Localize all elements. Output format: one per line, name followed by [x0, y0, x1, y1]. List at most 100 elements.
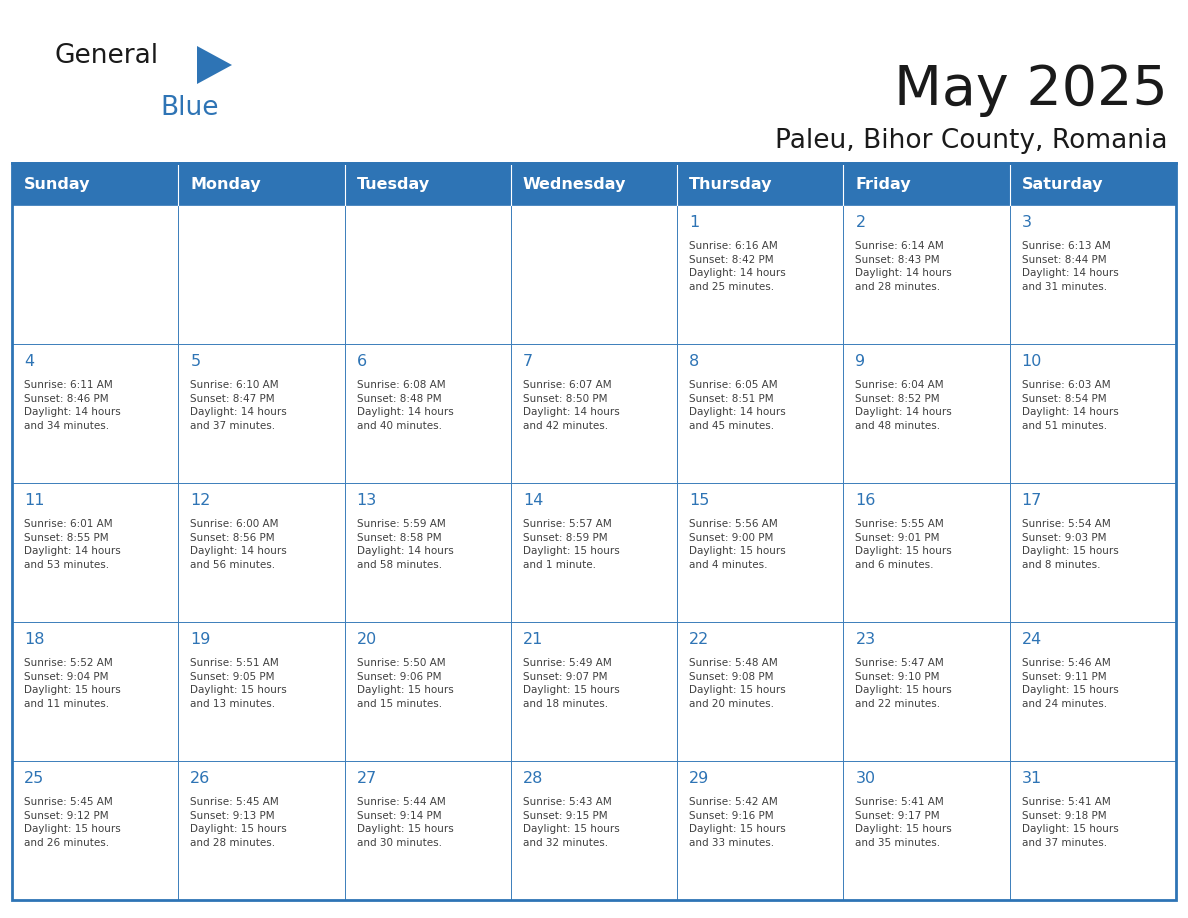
Text: 26: 26 [190, 771, 210, 786]
Text: Sunrise: 6:13 AM
Sunset: 8:44 PM
Daylight: 14 hours
and 31 minutes.: Sunrise: 6:13 AM Sunset: 8:44 PM Dayligh… [1022, 241, 1118, 292]
Text: 28: 28 [523, 771, 543, 786]
Bar [12, 205, 178, 344]
Text: Sunrise: 5:45 AM
Sunset: 9:13 PM
Daylight: 15 hours
and 28 minutes.: Sunrise: 5:45 AM Sunset: 9:13 PM Dayligh… [190, 797, 287, 848]
Text: Sunrise: 5:41 AM
Sunset: 9:17 PM
Daylight: 15 hours
and 35 minutes.: Sunrise: 5:41 AM Sunset: 9:17 PM Dayligh… [855, 797, 952, 848]
Text: Sunrise: 5:47 AM
Sunset: 9:10 PM
Daylight: 15 hours
and 22 minutes.: Sunrise: 5:47 AM Sunset: 9:10 PM Dayligh… [855, 658, 952, 709]
Text: Sunrise: 5:42 AM
Sunset: 9:16 PM
Daylight: 15 hours
and 33 minutes.: Sunrise: 5:42 AM Sunset: 9:16 PM Dayligh… [689, 797, 786, 848]
Bar [178, 483, 345, 622]
Text: 29: 29 [689, 771, 709, 786]
Bar [12, 344, 178, 483]
Bar [1010, 622, 1176, 761]
Text: Wednesday: Wednesday [523, 176, 626, 192]
Text: 27: 27 [356, 771, 377, 786]
Text: Sunrise: 5:44 AM
Sunset: 9:14 PM
Daylight: 15 hours
and 30 minutes.: Sunrise: 5:44 AM Sunset: 9:14 PM Dayligh… [356, 797, 454, 848]
Text: 18: 18 [24, 632, 44, 647]
Text: 10: 10 [1022, 354, 1042, 369]
Text: Sunrise: 6:04 AM
Sunset: 8:52 PM
Daylight: 14 hours
and 48 minutes.: Sunrise: 6:04 AM Sunset: 8:52 PM Dayligh… [855, 380, 952, 431]
Bar [511, 483, 677, 622]
Text: Friday: Friday [855, 176, 911, 192]
Text: 30: 30 [855, 771, 876, 786]
Text: 1: 1 [689, 215, 700, 230]
Text: 19: 19 [190, 632, 210, 647]
Text: Sunrise: 6:07 AM
Sunset: 8:50 PM
Daylight: 14 hours
and 42 minutes.: Sunrise: 6:07 AM Sunset: 8:50 PM Dayligh… [523, 380, 620, 431]
Bar [12, 622, 178, 761]
Text: Sunrise: 5:41 AM
Sunset: 9:18 PM
Daylight: 15 hours
and 37 minutes.: Sunrise: 5:41 AM Sunset: 9:18 PM Dayligh… [1022, 797, 1118, 848]
Text: Sunrise: 5:51 AM
Sunset: 9:05 PM
Daylight: 15 hours
and 13 minutes.: Sunrise: 5:51 AM Sunset: 9:05 PM Dayligh… [190, 658, 287, 709]
Bar [677, 344, 843, 483]
Text: Blue: Blue [160, 95, 219, 121]
Text: 22: 22 [689, 632, 709, 647]
Text: Sunrise: 5:43 AM
Sunset: 9:15 PM
Daylight: 15 hours
and 32 minutes.: Sunrise: 5:43 AM Sunset: 9:15 PM Dayligh… [523, 797, 620, 848]
Text: 8: 8 [689, 354, 700, 369]
Text: 25: 25 [24, 771, 44, 786]
Text: Sunrise: 6:10 AM
Sunset: 8:47 PM
Daylight: 14 hours
and 37 minutes.: Sunrise: 6:10 AM Sunset: 8:47 PM Dayligh… [190, 380, 287, 431]
Text: Sunrise: 5:57 AM
Sunset: 8:59 PM
Daylight: 15 hours
and 1 minute.: Sunrise: 5:57 AM Sunset: 8:59 PM Dayligh… [523, 519, 620, 570]
Text: 21: 21 [523, 632, 543, 647]
Bar [178, 205, 345, 344]
Bar [511, 205, 677, 344]
Text: Sunrise: 5:52 AM
Sunset: 9:04 PM
Daylight: 15 hours
and 11 minutes.: Sunrise: 5:52 AM Sunset: 9:04 PM Dayligh… [24, 658, 121, 709]
Text: Thursday: Thursday [689, 176, 772, 192]
Text: 2: 2 [855, 215, 866, 230]
Bar [677, 205, 843, 344]
Bar [12, 163, 1176, 900]
Bar [843, 483, 1010, 622]
Text: Sunrise: 5:54 AM
Sunset: 9:03 PM
Daylight: 15 hours
and 8 minutes.: Sunrise: 5:54 AM Sunset: 9:03 PM Dayligh… [1022, 519, 1118, 570]
Text: Paleu, Bihor County, Romania: Paleu, Bihor County, Romania [776, 128, 1168, 154]
Text: Sunrise: 6:03 AM
Sunset: 8:54 PM
Daylight: 14 hours
and 51 minutes.: Sunrise: 6:03 AM Sunset: 8:54 PM Dayligh… [1022, 380, 1118, 431]
Text: Sunday: Sunday [24, 176, 90, 192]
Text: 16: 16 [855, 493, 876, 508]
Bar [178, 761, 345, 900]
Text: 6: 6 [356, 354, 367, 369]
Text: Sunrise: 6:05 AM
Sunset: 8:51 PM
Daylight: 14 hours
and 45 minutes.: Sunrise: 6:05 AM Sunset: 8:51 PM Dayligh… [689, 380, 786, 431]
Bar [345, 344, 511, 483]
Bar [511, 761, 677, 900]
Polygon shape [197, 46, 232, 84]
Text: 11: 11 [24, 493, 44, 508]
Text: 17: 17 [1022, 493, 1042, 508]
Bar [345, 761, 511, 900]
Bar [12, 163, 1176, 205]
Text: Sunrise: 5:55 AM
Sunset: 9:01 PM
Daylight: 15 hours
and 6 minutes.: Sunrise: 5:55 AM Sunset: 9:01 PM Dayligh… [855, 519, 952, 570]
Text: 7: 7 [523, 354, 533, 369]
Bar [1010, 205, 1176, 344]
Text: 20: 20 [356, 632, 377, 647]
Bar [345, 483, 511, 622]
Bar [677, 622, 843, 761]
Bar [178, 344, 345, 483]
Text: 14: 14 [523, 493, 543, 508]
Text: Sunrise: 5:45 AM
Sunset: 9:12 PM
Daylight: 15 hours
and 26 minutes.: Sunrise: 5:45 AM Sunset: 9:12 PM Dayligh… [24, 797, 121, 848]
Text: Sunrise: 6:14 AM
Sunset: 8:43 PM
Daylight: 14 hours
and 28 minutes.: Sunrise: 6:14 AM Sunset: 8:43 PM Dayligh… [855, 241, 952, 292]
Bar [1010, 761, 1176, 900]
Bar [511, 344, 677, 483]
Text: Sunrise: 6:11 AM
Sunset: 8:46 PM
Daylight: 14 hours
and 34 minutes.: Sunrise: 6:11 AM Sunset: 8:46 PM Dayligh… [24, 380, 121, 431]
Text: 24: 24 [1022, 632, 1042, 647]
Text: General: General [55, 43, 159, 69]
Text: 15: 15 [689, 493, 709, 508]
Bar [12, 761, 178, 900]
Text: May 2025: May 2025 [895, 63, 1168, 117]
Text: 4: 4 [24, 354, 34, 369]
Text: 12: 12 [190, 493, 210, 508]
Text: Sunrise: 6:16 AM
Sunset: 8:42 PM
Daylight: 14 hours
and 25 minutes.: Sunrise: 6:16 AM Sunset: 8:42 PM Dayligh… [689, 241, 786, 292]
Bar [843, 205, 1010, 344]
Bar [843, 761, 1010, 900]
Text: 23: 23 [855, 632, 876, 647]
Text: Sunrise: 6:00 AM
Sunset: 8:56 PM
Daylight: 14 hours
and 56 minutes.: Sunrise: 6:00 AM Sunset: 8:56 PM Dayligh… [190, 519, 287, 570]
Bar [843, 344, 1010, 483]
Bar [511, 622, 677, 761]
Text: Sunrise: 6:01 AM
Sunset: 8:55 PM
Daylight: 14 hours
and 53 minutes.: Sunrise: 6:01 AM Sunset: 8:55 PM Dayligh… [24, 519, 121, 570]
Text: Tuesday: Tuesday [356, 176, 430, 192]
Text: 3: 3 [1022, 215, 1031, 230]
Bar [178, 622, 345, 761]
Text: Sunrise: 5:48 AM
Sunset: 9:08 PM
Daylight: 15 hours
and 20 minutes.: Sunrise: 5:48 AM Sunset: 9:08 PM Dayligh… [689, 658, 786, 709]
Bar [345, 622, 511, 761]
Text: Sunrise: 6:08 AM
Sunset: 8:48 PM
Daylight: 14 hours
and 40 minutes.: Sunrise: 6:08 AM Sunset: 8:48 PM Dayligh… [356, 380, 454, 431]
Text: 31: 31 [1022, 771, 1042, 786]
Bar [677, 761, 843, 900]
Text: 5: 5 [190, 354, 201, 369]
Bar [1010, 483, 1176, 622]
Bar [843, 622, 1010, 761]
Bar [677, 483, 843, 622]
Text: Sunrise: 5:59 AM
Sunset: 8:58 PM
Daylight: 14 hours
and 58 minutes.: Sunrise: 5:59 AM Sunset: 8:58 PM Dayligh… [356, 519, 454, 570]
